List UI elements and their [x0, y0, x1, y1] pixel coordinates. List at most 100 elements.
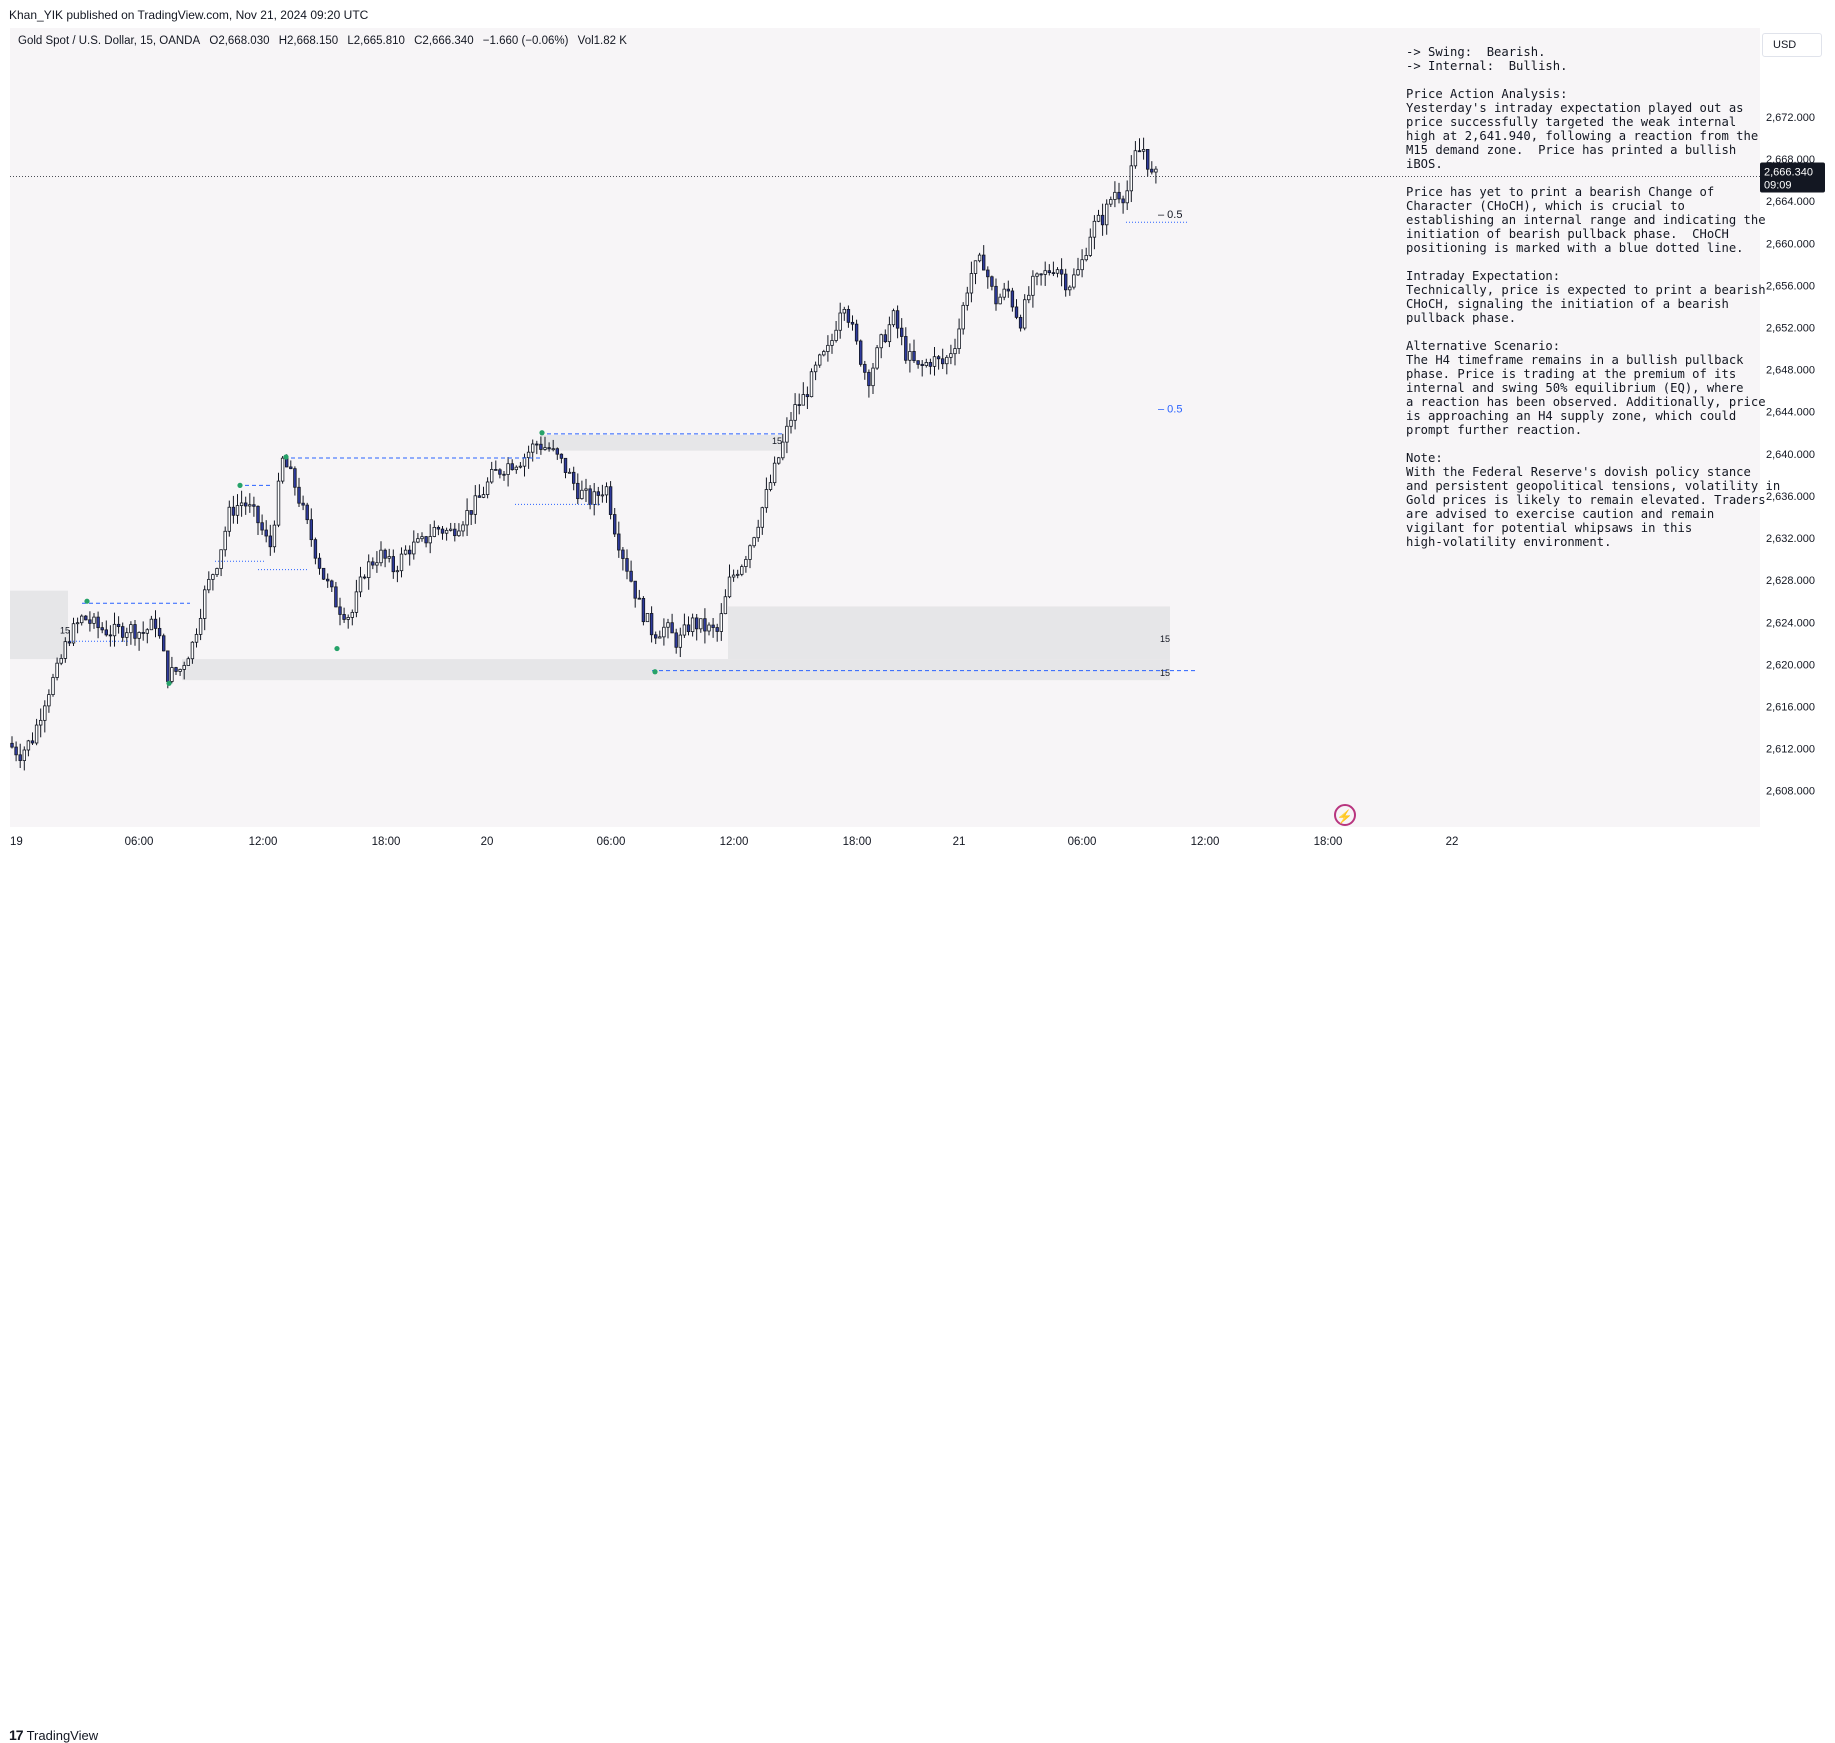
candle	[690, 617, 695, 633]
legend-change: −1.660 (−0.06%)	[482, 35, 569, 47]
candle	[793, 404, 797, 421]
candle	[207, 578, 211, 591]
time-tick-label: 18:00	[843, 836, 872, 848]
price-chart[interactable]: 15 15 15 15 – 0.5 – 0.5	[10, 28, 1760, 827]
candle	[51, 677, 55, 695]
candle	[518, 465, 523, 468]
candle	[596, 491, 600, 496]
note-line	[1406, 73, 1736, 87]
candle	[797, 404, 801, 406]
candle	[822, 351, 826, 356]
candle	[805, 394, 810, 398]
candle	[1129, 165, 1133, 192]
candle	[666, 622, 670, 628]
legend-low: L2,665.810	[347, 35, 405, 47]
candle	[453, 528, 457, 537]
candle	[248, 504, 252, 507]
chart-plot-area[interactable]: 15 15 15 15 – 0.5 – 0.5	[10, 28, 1760, 827]
candle	[1014, 306, 1019, 318]
candle	[547, 447, 551, 450]
candle	[1006, 288, 1010, 292]
candle	[617, 533, 621, 551]
candle	[14, 746, 18, 756]
candle	[555, 448, 559, 455]
candle	[383, 549, 387, 559]
legend-volume: Vol1.82 K	[577, 35, 627, 47]
candle	[1137, 150, 1142, 153]
candle	[567, 471, 572, 474]
candle	[149, 618, 154, 631]
time-tick-label: 20	[481, 836, 494, 848]
tradingview-brand[interactable]: 17 TradingView	[9, 1727, 98, 1743]
candle	[764, 489, 769, 509]
price-axis[interactable]: 2,608.000 2,612.000 2,616.000 2,620.000 2,62…	[1760, 28, 1835, 827]
pivot-point	[84, 598, 90, 604]
note-line	[1406, 255, 1736, 269]
price-tick-label: 2,644.000	[1766, 407, 1815, 419]
price-tick-label: 2,672.000	[1766, 112, 1815, 124]
candle	[1113, 191, 1117, 200]
candle	[772, 462, 777, 484]
candle	[539, 443, 543, 450]
candle	[502, 473, 506, 476]
pivot-point	[166, 680, 172, 686]
note-line	[1406, 325, 1736, 339]
candle	[412, 541, 416, 555]
candle	[358, 576, 363, 593]
candle	[969, 273, 974, 294]
candle	[711, 624, 715, 628]
symbol-legend: Gold Spot / U.S. Dollar, 15, OANDA O2,66…	[18, 35, 633, 47]
note-line: Alternative Scenario:	[1406, 339, 1561, 353]
note-line: Technically, price is expected to print …	[1406, 283, 1766, 297]
candle	[84, 615, 88, 621]
candle	[235, 505, 240, 516]
candle	[190, 641, 195, 660]
candle	[10, 742, 14, 748]
time-axis[interactable]: 19 06:00 12:00 18:00 20 06:00 12:00 18:00 21 06:0…	[0, 827, 1835, 861]
candle	[838, 312, 842, 331]
candle	[387, 556, 391, 559]
candle	[715, 627, 719, 632]
candle	[231, 506, 236, 516]
candle	[1100, 214, 1105, 226]
publisher-line: Khan_YIK published on TradingView.com, N…	[9, 8, 369, 22]
candle	[59, 658, 63, 664]
candle	[366, 561, 371, 579]
legend-symbol[interactable]: Gold Spot / U.S. Dollar, 15, OANDA	[18, 35, 201, 47]
time-tick-label: 06:00	[125, 836, 154, 848]
currency-selector[interactable]: USD	[1762, 33, 1822, 57]
candle	[658, 636, 662, 639]
candle	[514, 466, 518, 471]
candle	[395, 570, 400, 573]
candle	[703, 618, 707, 632]
candle	[535, 443, 539, 446]
candle	[137, 632, 141, 639]
candle	[604, 486, 609, 496]
candle	[613, 514, 617, 535]
candle	[1047, 270, 1051, 274]
equilibrium-label: – 0.5	[1158, 404, 1182, 416]
lightning-bolt-icon[interactable]: ⚡	[1334, 804, 1356, 826]
note-line	[1406, 171, 1736, 185]
candle	[1088, 236, 1092, 256]
candle	[637, 597, 641, 600]
candle	[1064, 273, 1068, 291]
candle	[498, 469, 502, 475]
candle	[977, 254, 982, 262]
candle	[731, 574, 736, 578]
note-line: initiation of bearish pullback phase. CH…	[1406, 227, 1729, 241]
candle	[879, 334, 883, 349]
brand-label: TradingView	[26, 1727, 99, 1743]
candle	[813, 364, 818, 373]
candle	[621, 549, 625, 559]
candle	[121, 626, 125, 638]
candle	[112, 623, 117, 637]
candle	[133, 624, 137, 639]
time-tick-label: 06:00	[1068, 836, 1097, 848]
candle	[186, 658, 190, 666]
countdown-timer: 09:09	[1764, 180, 1792, 192]
price-tick-label: 2,648.000	[1766, 365, 1815, 377]
candle	[748, 545, 752, 560]
candle	[161, 635, 166, 652]
candle	[243, 502, 248, 507]
